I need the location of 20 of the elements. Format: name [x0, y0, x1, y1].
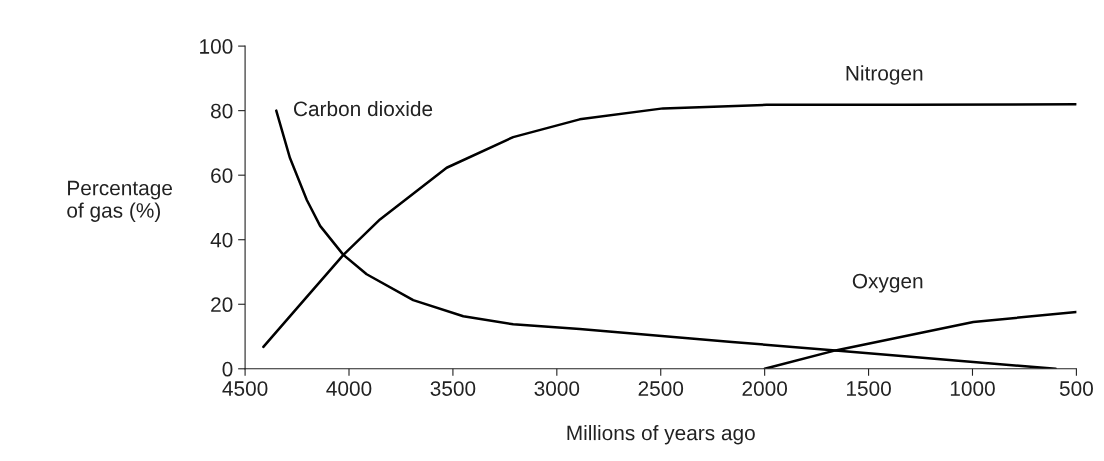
y-tick-label: 0	[222, 361, 233, 377]
series-label: Carbon dioxide	[293, 100, 433, 117]
x-tick-label: 3500	[430, 381, 476, 396]
series-label: Nitrogen	[846, 65, 923, 85]
x-tick-label: 2500	[638, 381, 684, 396]
x-tick-label: 1500	[846, 381, 891, 396]
x-axis-title: Millions of years ago	[567, 425, 755, 445]
y-tick-label: 20	[211, 297, 233, 313]
y-tick-label: 100	[200, 39, 233, 54]
y-tick-label: 80	[211, 103, 233, 119]
x-tick-label: 3000	[534, 381, 580, 396]
x-tick-label: 2000	[742, 381, 788, 396]
series-label: Oxygen	[852, 273, 923, 293]
x-tick-label: 1000	[950, 381, 995, 396]
y-axis-title: Percentage of gas (%)	[67, 180, 172, 222]
y-tick-label: 40	[210, 232, 233, 248]
x-tick-label: 4000	[326, 381, 372, 396]
y-tick-label: 60	[211, 168, 233, 183]
x-tick-label: 500	[1059, 381, 1093, 396]
x-tick-label: 4500	[222, 381, 268, 396]
